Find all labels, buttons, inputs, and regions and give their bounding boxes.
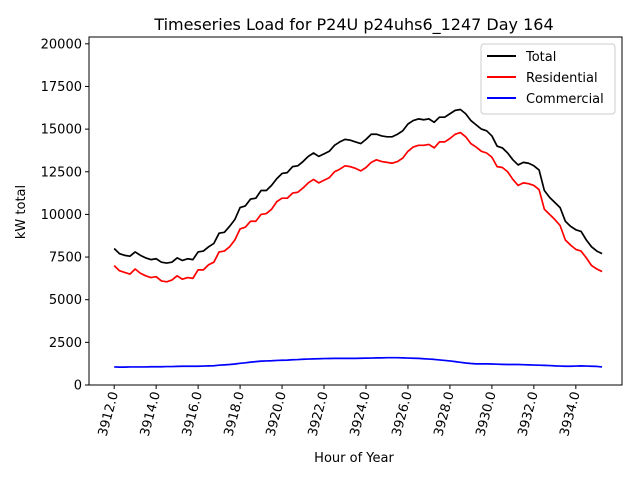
x-tick-label: 3928.0: [432, 390, 458, 438]
y-tick-label: 17500: [41, 80, 82, 95]
legend: Total Residential Commercial: [480, 43, 616, 115]
legend-box: [480, 43, 616, 115]
x-tick-label: 3914.0: [138, 390, 164, 438]
x-tick-label: 3930.0: [473, 390, 499, 438]
x-tick-label: 3924.0: [348, 390, 374, 438]
y-tick-label: 2500: [49, 336, 82, 351]
legend-label-residential: Residential: [526, 71, 598, 86]
y-tick-label: 10000: [41, 208, 82, 223]
x-tick-label: 3934.0: [557, 390, 583, 438]
plot-area-frame: [88, 36, 623, 386]
x-tick-label: 3926.0: [390, 390, 416, 438]
x-tick-label: 3912.0: [96, 390, 122, 438]
legend-label-total: Total: [525, 50, 556, 65]
x-tick-label: 3916.0: [180, 390, 206, 438]
y-axis-label: kW total: [14, 185, 29, 239]
x-axis-label: Hour of Year: [314, 451, 394, 466]
y-tick-label: 15000: [41, 123, 82, 138]
y-tick-label: 12500: [41, 165, 82, 180]
x-tick-label: 3918.0: [222, 390, 248, 438]
axis-ticks: 0 2500 5000 7500 10000 12500 15000 17500 20000 39…: [41, 37, 584, 438]
x-tick-label: 3920.0: [264, 390, 290, 438]
series-line-residential: [113, 131, 603, 283]
series-lines: [113, 108, 603, 368]
legend-label-commercial: Commercial: [526, 92, 604, 107]
y-tick-label: 7500: [49, 251, 82, 266]
x-tick-label: 3932.0: [515, 390, 541, 438]
series-line-total: [113, 108, 603, 264]
series-line-commercial: [114, 356, 603, 368]
y-tick-label: 5000: [49, 293, 82, 308]
y-tick-label: 0: [74, 379, 82, 394]
x-tick-label: 3922.0: [306, 390, 332, 438]
chart-title: Timeseries Load for P24U p24uhs6_1247 Da…: [153, 15, 553, 35]
y-tick-label: 20000: [41, 37, 82, 52]
